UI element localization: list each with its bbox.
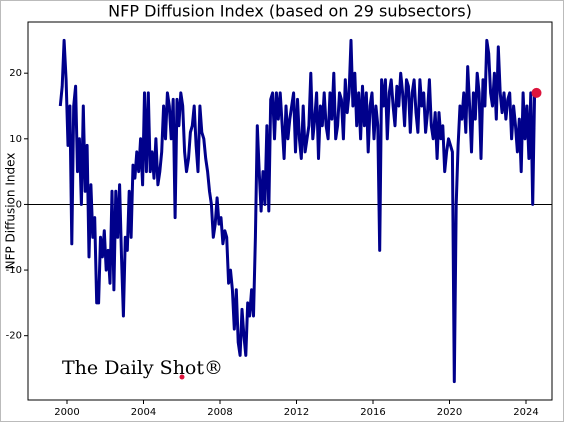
y-axis-label: NFP Diffusion Index (4, 153, 18, 270)
chart-title: NFP Diffusion Index (based on 29 subsect… (108, 2, 472, 21)
x-tick-label: 2008 (207, 407, 232, 418)
line-series (58, 38, 537, 384)
y-tick-label: -20 (6, 331, 22, 342)
x-tick-label: 2016 (360, 407, 385, 418)
last-point (531, 87, 542, 98)
x-tick-label: 2012 (284, 407, 309, 418)
y-tick-label: 10 (9, 134, 22, 145)
y-tick-label: 20 (9, 68, 22, 79)
y-tick-label: 0 (16, 199, 22, 210)
y-tick-label: -10 (6, 265, 22, 276)
x-tick-label: 2004 (131, 407, 156, 418)
watermark: The Daily Shot® (62, 357, 223, 379)
x-tick-label: 2024 (513, 407, 538, 418)
watermark-dot (179, 374, 185, 380)
plot-border (27, 21, 553, 401)
x-tick-label: 2020 (437, 407, 462, 418)
x-tick-label: 2000 (54, 407, 79, 418)
